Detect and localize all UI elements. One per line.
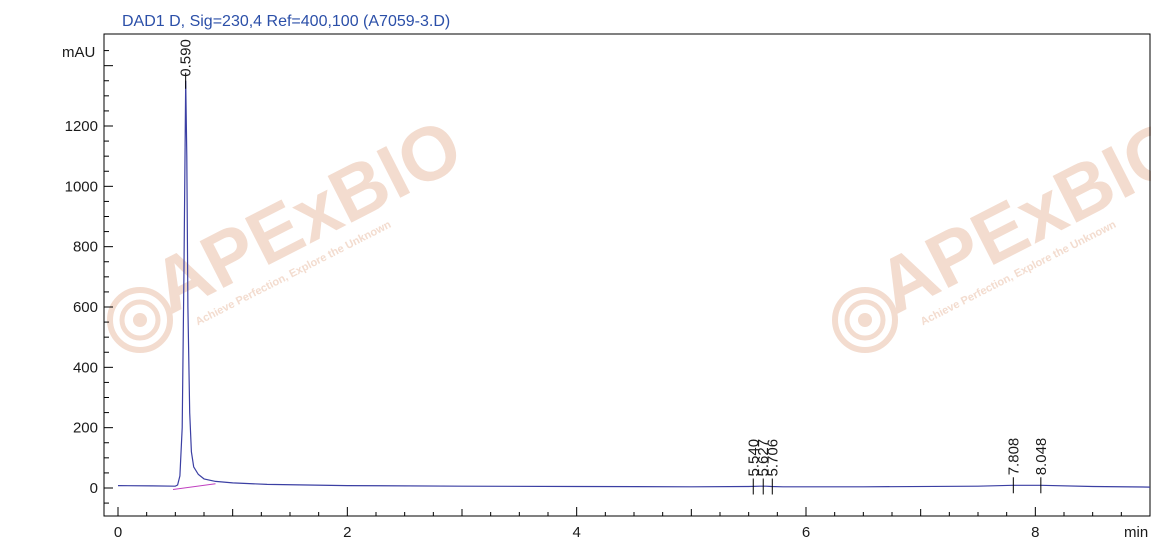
peak-label: 8.048 bbox=[1033, 438, 1050, 476]
x-axis: 0 2 4 6 8 bbox=[114, 507, 1151, 538]
watermark-brand-left: APExBIO bbox=[139, 103, 475, 330]
watermark-logo-left: APExBIO Achieve Perfection, Explore the … bbox=[107, 103, 475, 353]
series-group bbox=[117, 80, 1151, 490]
peak-label: 5.627 bbox=[755, 439, 772, 477]
x-tick-label: 6 bbox=[802, 524, 810, 538]
plot-frame bbox=[103, 33, 1151, 517]
y-axis: 0 200 400 600 800 1000 1200 bbox=[65, 50, 113, 504]
y-tick-label: 600 bbox=[73, 299, 98, 316]
peak-label: 7.808 bbox=[1005, 438, 1022, 476]
x-tick-label: 2 bbox=[343, 524, 351, 538]
y-tick-label: 800 bbox=[73, 239, 98, 256]
y-tick-label: 400 bbox=[73, 359, 98, 376]
peak-label: 0.590 bbox=[178, 39, 195, 77]
x-tick-label: 8 bbox=[1031, 524, 1039, 538]
x-axis-unit-label: min bbox=[1124, 524, 1148, 538]
integration-baseline bbox=[172, 483, 216, 490]
peak-label: 5.540 bbox=[745, 439, 762, 477]
y-tick-label: 200 bbox=[73, 420, 98, 437]
y-tick-label: 0 bbox=[90, 480, 98, 497]
x-tick-label: 0 bbox=[114, 524, 122, 538]
watermark-logo-right: APExBIO Achieve Perfection, Explore the … bbox=[832, 103, 1151, 353]
watermark-seal-icon bbox=[107, 287, 173, 353]
chart-title: DAD1 D, Sig=230,4 Ref=400,100 (A7059-3.D… bbox=[122, 13, 450, 30]
y-tick-label: 1000 bbox=[65, 178, 98, 195]
peak-label: 5.706 bbox=[764, 439, 781, 477]
y-tick-label: 1200 bbox=[65, 118, 98, 135]
y-axis-unit-label: mAU bbox=[62, 44, 95, 61]
signal-trace bbox=[117, 80, 1151, 488]
watermark-seal-icon bbox=[832, 287, 898, 353]
x-tick-label: 4 bbox=[572, 524, 580, 538]
watermark-brand-right: APExBIO bbox=[864, 103, 1151, 330]
